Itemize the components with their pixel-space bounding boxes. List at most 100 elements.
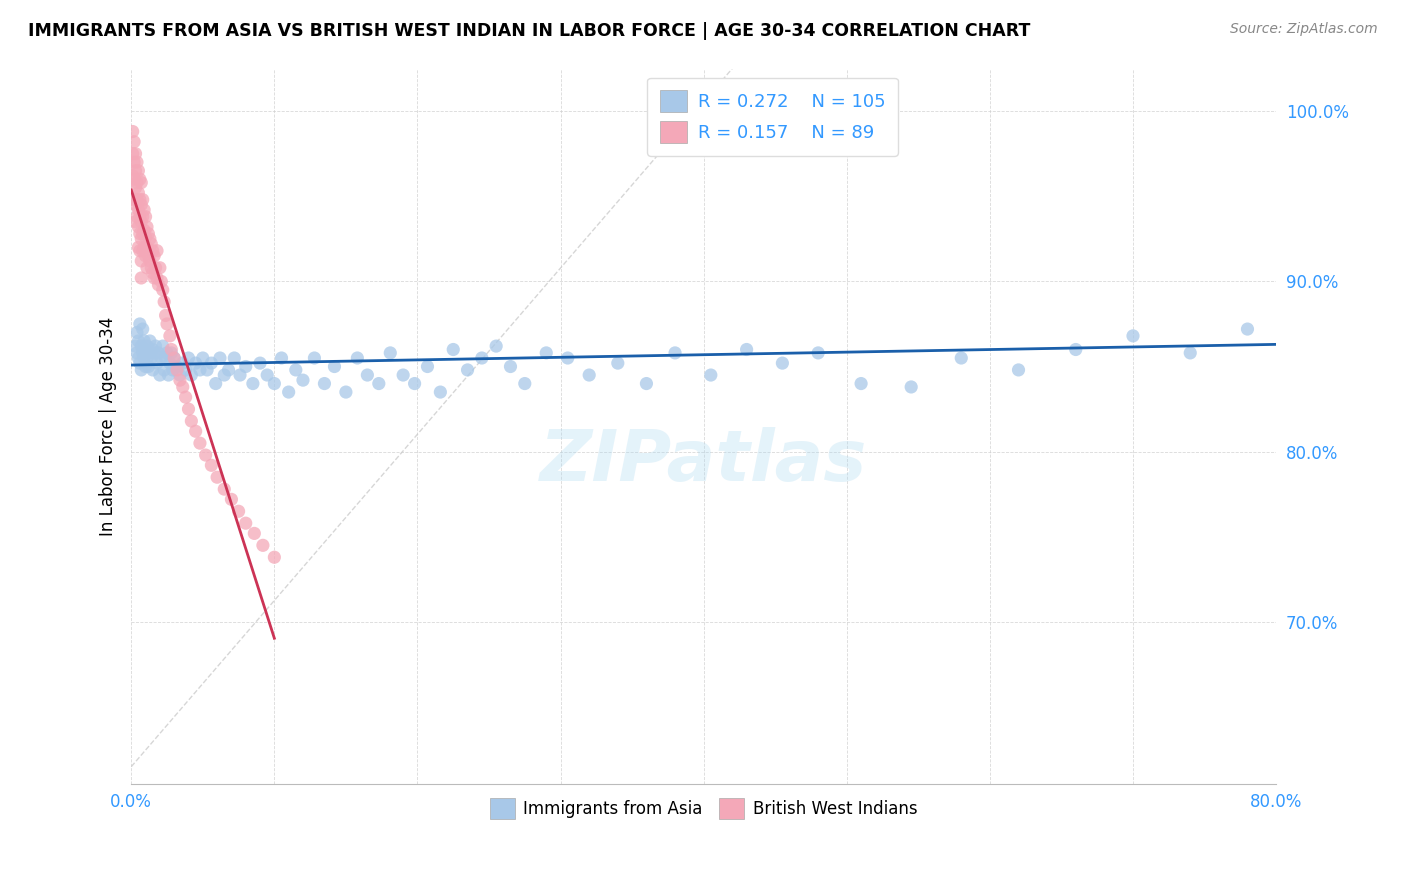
Point <box>150 351 173 365</box>
Point <box>152 339 174 353</box>
Point <box>270 351 292 365</box>
Point <box>128 227 150 241</box>
Point <box>146 356 169 370</box>
Point <box>513 376 536 391</box>
Point <box>184 424 207 438</box>
Point <box>664 346 686 360</box>
Point <box>392 368 415 382</box>
Point <box>131 227 153 241</box>
Point <box>125 193 148 207</box>
Text: IMMIGRANTS FROM ASIA VS BRITISH WEST INDIAN IN LABOR FORCE | AGE 30-34 CORRELATI: IMMIGRANTS FROM ASIA VS BRITISH WEST IND… <box>28 22 1031 40</box>
Point <box>139 254 162 268</box>
Point <box>174 363 197 377</box>
Point <box>160 346 183 360</box>
Point <box>148 277 170 292</box>
Y-axis label: In Labor Force | Age 30-34: In Labor Force | Age 30-34 <box>100 317 117 536</box>
Text: ZIPatlas: ZIPatlas <box>540 427 868 496</box>
Point <box>122 135 145 149</box>
Point <box>129 254 152 268</box>
Point <box>124 339 146 353</box>
Point <box>441 343 464 357</box>
Point <box>127 351 149 365</box>
Point <box>138 359 160 374</box>
Point <box>128 210 150 224</box>
Point <box>163 351 186 365</box>
Point <box>636 376 658 391</box>
Point <box>191 351 214 365</box>
Point <box>1064 343 1087 357</box>
Point <box>127 202 149 217</box>
Point <box>1294 343 1316 357</box>
Point <box>606 356 628 370</box>
Point <box>177 402 200 417</box>
Point <box>346 351 368 365</box>
Point <box>129 339 152 353</box>
Point <box>135 230 157 244</box>
Point <box>367 376 389 391</box>
Point <box>146 244 169 258</box>
Point <box>188 363 211 377</box>
Point <box>205 470 228 484</box>
Point <box>124 163 146 178</box>
Point <box>159 329 181 343</box>
Point <box>304 351 326 365</box>
Point <box>131 210 153 224</box>
Point <box>121 146 143 161</box>
Point <box>145 339 167 353</box>
Point <box>128 172 150 186</box>
Point <box>136 351 159 365</box>
Point <box>145 260 167 275</box>
Point <box>323 359 346 374</box>
Point <box>335 385 357 400</box>
Point <box>125 346 148 360</box>
Point <box>139 334 162 348</box>
Point <box>770 356 793 370</box>
Point <box>136 219 159 234</box>
Point <box>143 271 166 285</box>
Point <box>218 363 240 377</box>
Point <box>136 260 159 275</box>
Point <box>121 169 143 183</box>
Point <box>950 351 973 365</box>
Point <box>122 193 145 207</box>
Point <box>163 351 186 365</box>
Point <box>127 186 149 200</box>
Point <box>129 198 152 212</box>
Point <box>188 436 211 450</box>
Point <box>124 146 146 161</box>
Point <box>1236 322 1258 336</box>
Point <box>125 155 148 169</box>
Point <box>127 163 149 178</box>
Point <box>499 359 522 374</box>
Point <box>204 376 226 391</box>
Point <box>256 368 278 382</box>
Point <box>135 343 157 357</box>
Point <box>156 346 179 360</box>
Point <box>128 317 150 331</box>
Point <box>138 249 160 263</box>
Point <box>277 385 299 400</box>
Point <box>180 368 202 382</box>
Point <box>195 363 218 377</box>
Point <box>129 176 152 190</box>
Point <box>135 210 157 224</box>
Point <box>159 356 181 370</box>
Point <box>166 359 188 374</box>
Point <box>141 236 163 251</box>
Point <box>162 363 184 377</box>
Point <box>208 351 231 365</box>
Point <box>224 351 246 365</box>
Point <box>184 356 207 370</box>
Point <box>142 266 165 280</box>
Point <box>134 223 156 237</box>
Point <box>172 380 194 394</box>
Point <box>153 363 176 377</box>
Point <box>1351 326 1374 340</box>
Point <box>485 339 508 353</box>
Point <box>129 232 152 246</box>
Point <box>142 244 165 258</box>
Point <box>416 359 439 374</box>
Point <box>127 219 149 234</box>
Point <box>142 363 165 377</box>
Point <box>122 172 145 186</box>
